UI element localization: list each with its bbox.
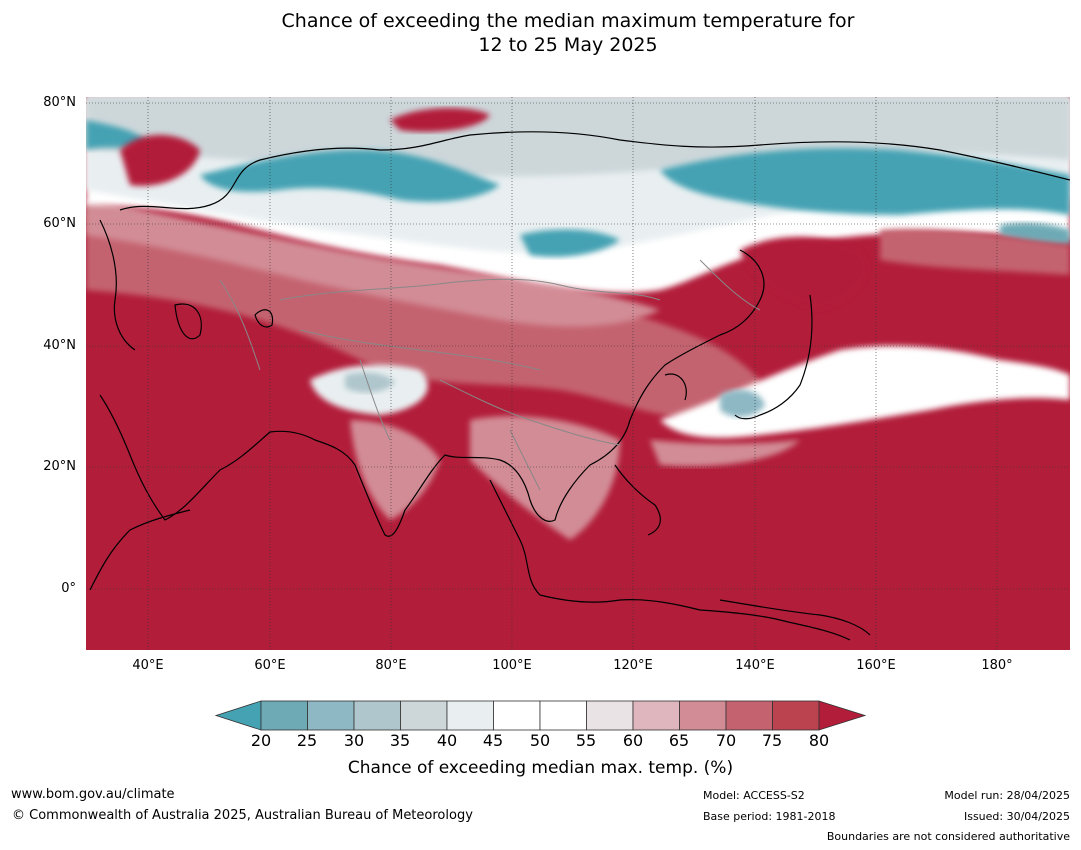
- copyright-text: © Commonwealth of Australia 2025, Austra…: [12, 808, 473, 823]
- colorbar-segment: [632, 700, 680, 731]
- warm-east-pacific: [880, 228, 1070, 275]
- country-borders: [219, 259, 761, 491]
- colorbar-segment: [493, 700, 541, 731]
- colorbar-tick-80: 80: [808, 731, 830, 750]
- colorbar-tick-25: 25: [296, 731, 318, 750]
- colorbar-tick-30: 30: [343, 731, 365, 750]
- colorbar-segment: [353, 700, 401, 731]
- colorbar-tick-70: 70: [715, 731, 737, 750]
- pacific-neutral-streak: [660, 345, 1070, 438]
- colorbar-segment: [772, 700, 820, 731]
- mid-pink-band: [86, 200, 660, 327]
- lon-label-160e: 160°E: [856, 658, 896, 673]
- cool-band-siberia: [200, 150, 500, 202]
- colorbar-tick-55: 55: [575, 731, 597, 750]
- model-run-text: Model run: 28/04/2025: [944, 789, 1070, 802]
- colorbar-tick-65: 65: [668, 731, 690, 750]
- graticule: [86, 97, 1070, 650]
- lon-label-80e: 80°E: [375, 658, 407, 673]
- lat-label-20n: 20°N: [43, 459, 76, 474]
- colorbar-label: Chance of exceeding median max. temp. (%…: [347, 758, 734, 778]
- colorbar-segment: [260, 700, 308, 731]
- lat-label-60n: 60°N: [43, 216, 76, 231]
- lon-label-60e: 60°E: [254, 658, 286, 673]
- colorbar-tick-40: 40: [436, 731, 458, 750]
- colorbar-tick-75: 75: [761, 731, 783, 750]
- issued-text: Issued: 30/04/2025: [963, 810, 1070, 823]
- disclaimer-text: Boundaries are not considered authoritat…: [826, 830, 1070, 843]
- colorbar-segment: [446, 700, 494, 731]
- seasia-pink: [470, 416, 620, 540]
- colorbar-tick-20: 20: [250, 731, 272, 750]
- colorbar-extend-high: [818, 700, 867, 731]
- lon-label-40e: 40°E: [132, 658, 164, 673]
- base-period-text: Base period: 1981-2018: [703, 810, 836, 823]
- model-text: Model: ACCESS-S2: [703, 789, 805, 802]
- title-line-1: Chance of exceeding the median maximum t…: [281, 10, 855, 32]
- coastlines: [89, 131, 1070, 641]
- lon-label-120e: 120°E: [613, 658, 653, 673]
- colorbar-extend-low: [214, 700, 262, 731]
- colorbar-segment: [725, 700, 773, 731]
- cool-band-central: [520, 229, 620, 257]
- warm-patch-arctic: [390, 108, 490, 132]
- lat-label-0: 0°: [61, 581, 76, 596]
- lat-label-40n: 40°N: [43, 338, 76, 353]
- colorbar-segment: [307, 700, 355, 731]
- warm-patch-far-east: [740, 236, 868, 310]
- lon-label-140e: 140°E: [735, 658, 775, 673]
- lat-label-80n: 80°N: [43, 95, 76, 110]
- cool-band-east: [660, 148, 1070, 215]
- chart-title: Chance of exceeding the median maximum t…: [0, 9, 1081, 57]
- pacific-pink: [650, 440, 800, 467]
- colorbar-tick-35: 35: [389, 731, 411, 750]
- colorbar-segment: [586, 700, 634, 731]
- lon-label-100e: 100°E: [492, 658, 532, 673]
- pacific-cool-spot: [720, 389, 765, 417]
- warm-patch-scandinavia: [120, 135, 200, 186]
- colorbar-segment: [400, 700, 448, 731]
- india-pink: [350, 420, 440, 520]
- title-line-2: 12 to 25 May 2025: [478, 34, 658, 56]
- forecast-map: [86, 97, 1070, 650]
- colorbar-tick-50: 50: [529, 731, 551, 750]
- colorbar-segment: [679, 700, 727, 731]
- website-link[interactable]: www.bom.gov.au/climate: [11, 787, 175, 802]
- colorbar-tick-60: 60: [622, 731, 644, 750]
- tibet-cool: [345, 372, 395, 393]
- colorbar-tick-45: 45: [482, 731, 504, 750]
- map-field: [86, 97, 1070, 650]
- colorbar-segment: [539, 700, 587, 731]
- lon-label-180: 180°: [981, 658, 1013, 673]
